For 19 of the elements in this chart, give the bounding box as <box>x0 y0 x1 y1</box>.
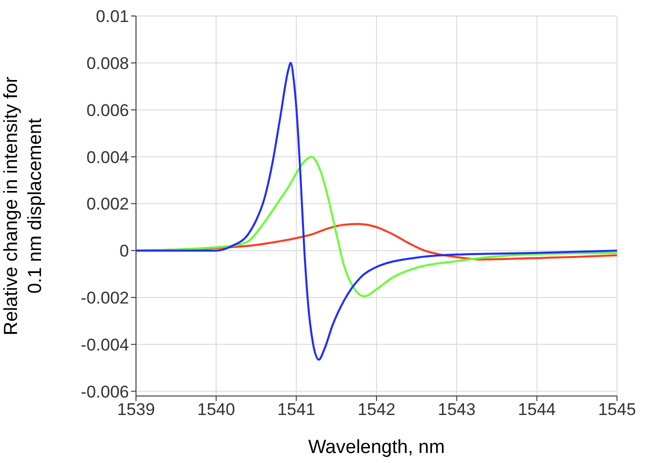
y-tick-label: 0 <box>120 242 129 261</box>
x-tick-label: 1544 <box>518 400 556 420</box>
x-tick-label: 1545 <box>598 400 636 420</box>
y-tick-label: -0.004 <box>80 335 129 354</box>
x-tick-label: 1539 <box>117 400 155 420</box>
y-tick-label: 0.006 <box>86 100 129 120</box>
y-axis-title: Relative change in intensity for 0.1 nm displacement <box>1 76 46 336</box>
line-series <box>136 62 617 361</box>
y-tick-label: 0.01 <box>96 7 129 26</box>
y-tick-label: 0.002 <box>86 194 129 214</box>
y-tick-label: 0.004 <box>86 148 129 167</box>
x-tick-label: 1542 <box>358 400 396 420</box>
y-tick-label: 0.008 <box>86 54 129 73</box>
y-tick-label: -0.002 <box>80 288 129 308</box>
x-axis-title: Wavelength, nm <box>308 437 445 458</box>
x-tick-label: 1540 <box>197 400 236 420</box>
y-tick-label: -0.006 <box>80 382 129 402</box>
x-tick-label: 1541 <box>277 400 316 420</box>
x-tick-label: 1543 <box>438 400 476 420</box>
